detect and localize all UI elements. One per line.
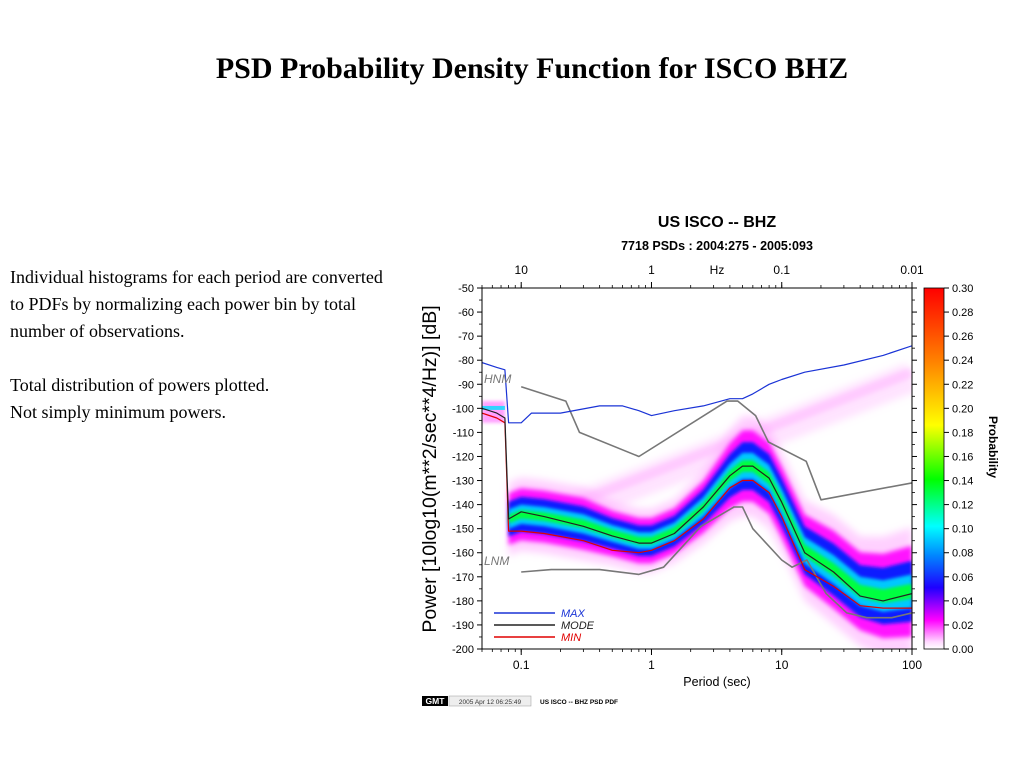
note-paragraph-2: Total distribution of powers plotted.	[10, 375, 270, 395]
gmt-badge: GMT	[426, 696, 446, 706]
series-line-hnm	[520, 385, 912, 501]
y-tick-label: -120	[452, 451, 474, 463]
x-tick-label: 10	[775, 658, 789, 672]
y-tick-label: -140	[452, 500, 474, 512]
x-tick-label: 1	[648, 658, 655, 672]
y-tick-label: -80	[458, 355, 474, 367]
top-tick-label: 0.01	[900, 263, 924, 277]
colorbar-tick-label: 0.26	[952, 331, 973, 343]
colorbar-tick-label: 0.20	[952, 403, 973, 415]
top-tick-label: 0.1	[773, 263, 790, 277]
y-tick-label: -90	[458, 379, 474, 391]
colorbar-tick-label: 0.16	[952, 451, 973, 463]
curve-layer	[482, 345, 912, 619]
y-tick-label: -60	[458, 307, 474, 319]
series-line-lnm	[521, 506, 912, 619]
y-tick-label: -110	[453, 427, 474, 439]
legend: MAX MODE MIN	[494, 608, 595, 644]
pdf-density	[482, 363, 912, 649]
legend-label-min: MIN	[561, 632, 581, 644]
colorbar-tick-label: 0.30	[952, 283, 973, 295]
series-line-min	[482, 412, 912, 609]
chart-title: US ISCO -- BHZ	[658, 214, 776, 231]
series-line-max	[482, 345, 912, 424]
top-tick-label: 10	[515, 263, 529, 277]
colorbar-tick-label: 0.00	[952, 644, 973, 656]
colorbar-tick-label: 0.08	[952, 548, 973, 560]
y-tick-label: -70	[458, 331, 474, 343]
y-tick-label: -190	[452, 620, 474, 632]
colorbar	[923, 287, 945, 650]
y-tick-label: -160	[452, 548, 474, 560]
gmt-badge-box	[422, 696, 448, 706]
x-tick-label: 0.1	[513, 658, 530, 672]
pdf-layer-blue	[508, 442, 912, 625]
annotation-lnm: LNM	[484, 554, 509, 568]
colorbar-tick-label: 0.04	[952, 596, 973, 608]
psd-figure: US ISCO -- BHZ 7718 PSDs : 2004:275 - 20…	[410, 200, 1010, 710]
x-axis-label: Period (sec)	[683, 675, 750, 689]
note-paragraph-1: Individual histograms for each period ar…	[10, 267, 383, 341]
note-spacer	[10, 345, 400, 372]
colorbar-tick-label: 0.18	[952, 427, 973, 439]
chart-subtitle: 7718 PSDs : 2004:275 - 2005:093	[621, 239, 813, 253]
gmt-timestamp-box	[448, 695, 532, 707]
y-tick-label: -130	[452, 476, 474, 488]
axis-layer: -50 -60 -70 -80 -90 -100 -110 -120 -130 -140 -150 -…	[452, 263, 924, 672]
colorbar-tick-label: 0.14	[952, 476, 973, 488]
y-tick-label: -200	[452, 644, 474, 656]
y-axis-label: Power [10log10(m**2/sec**4/Hz)] [dB]	[419, 305, 441, 632]
colorbar-tick-label: 0.22	[952, 379, 973, 391]
y-tick-label: -50	[458, 283, 474, 295]
colorbar-tick-label: 0.12	[952, 500, 973, 512]
pdf-layer-green	[508, 460, 912, 603]
x-tick-label: 100	[902, 658, 922, 672]
gmt-timestamp: 2005 Apr 12 06:25:49	[459, 699, 522, 706]
colorbar-ticks: 0.00 0.02 0.04 0.06 0.08 0.10 0.12 0.14 0.16 0.18…	[944, 283, 973, 656]
colorbar-label: Probability	[986, 416, 1000, 478]
colorbar-tick-label: 0.02	[952, 620, 973, 632]
slide-notes: Individual histograms for each period ar…	[10, 264, 400, 426]
annotation-hnm: HNM	[484, 372, 511, 386]
colorbar-tick-label: 0.06	[952, 572, 973, 584]
y-tick-label: -170	[452, 572, 474, 584]
top-tick-label: 1	[648, 263, 655, 277]
pdf-layer-magenta	[508, 430, 912, 639]
colorbar-tick-label: 0.24	[952, 355, 973, 367]
legend-label-mode: MODE	[561, 620, 595, 632]
pdf-high-freq-core	[482, 405, 505, 410]
y-tick-label: -100	[452, 403, 474, 415]
colorbar-tick-label: 0.10	[952, 524, 973, 536]
y-tick-label: -180	[452, 596, 474, 608]
footer-caption: US ISCO -- BHZ PSD PDF	[540, 699, 618, 706]
colorbar-tick-label: 0.28	[952, 307, 973, 319]
top-axis-label: Hz	[710, 263, 725, 277]
note-paragraph-3: Not simply minimum powers.	[10, 402, 226, 422]
psd-chart-svg: US ISCO -- BHZ 7718 PSDs : 2004:275 - 20…	[419, 214, 1000, 707]
slide-title: PSD Probability Density Function for ISC…	[215, 52, 849, 85]
legend-label-max: MAX	[561, 608, 586, 620]
series-line-mode	[482, 407, 912, 602]
y-tick-label: -150	[452, 524, 474, 536]
